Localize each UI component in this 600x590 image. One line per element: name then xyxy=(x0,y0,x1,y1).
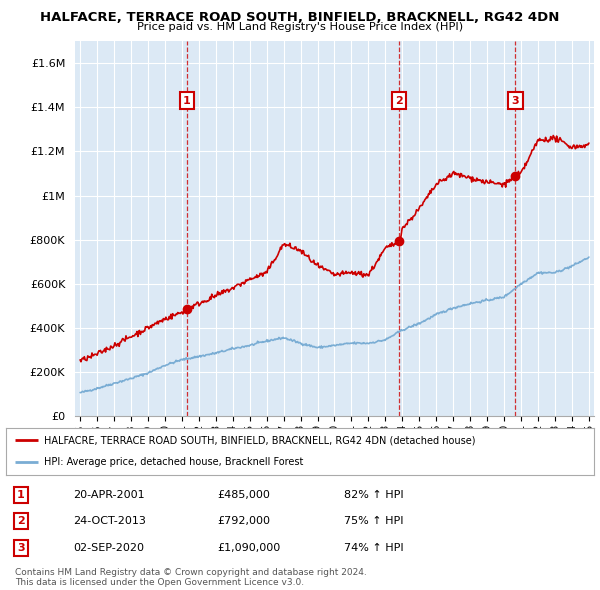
Text: Price paid vs. HM Land Registry's House Price Index (HPI): Price paid vs. HM Land Registry's House … xyxy=(137,22,463,32)
Text: HALFACRE, TERRACE ROAD SOUTH, BINFIELD, BRACKNELL, RG42 4DN: HALFACRE, TERRACE ROAD SOUTH, BINFIELD, … xyxy=(40,11,560,24)
Text: 24-OCT-2013: 24-OCT-2013 xyxy=(74,516,146,526)
Text: £792,000: £792,000 xyxy=(218,516,271,526)
Text: 1: 1 xyxy=(17,490,25,500)
Text: £485,000: £485,000 xyxy=(218,490,271,500)
Text: 75% ↑ HPI: 75% ↑ HPI xyxy=(344,516,404,526)
Text: 1: 1 xyxy=(183,96,191,106)
Text: HALFACRE, TERRACE ROAD SOUTH, BINFIELD, BRACKNELL, RG42 4DN (detached house): HALFACRE, TERRACE ROAD SOUTH, BINFIELD, … xyxy=(44,435,476,445)
Text: HPI: Average price, detached house, Bracknell Forest: HPI: Average price, detached house, Brac… xyxy=(44,457,304,467)
Text: 2: 2 xyxy=(395,96,403,106)
Text: 02-SEP-2020: 02-SEP-2020 xyxy=(74,543,145,553)
Text: 3: 3 xyxy=(512,96,519,106)
Text: 2: 2 xyxy=(17,516,25,526)
Text: 82% ↑ HPI: 82% ↑ HPI xyxy=(344,490,404,500)
Text: 74% ↑ HPI: 74% ↑ HPI xyxy=(344,543,404,553)
Text: Contains HM Land Registry data © Crown copyright and database right 2024.
This d: Contains HM Land Registry data © Crown c… xyxy=(15,568,367,587)
Text: 20-APR-2001: 20-APR-2001 xyxy=(74,490,145,500)
Text: £1,090,000: £1,090,000 xyxy=(218,543,281,553)
Text: 3: 3 xyxy=(17,543,25,553)
